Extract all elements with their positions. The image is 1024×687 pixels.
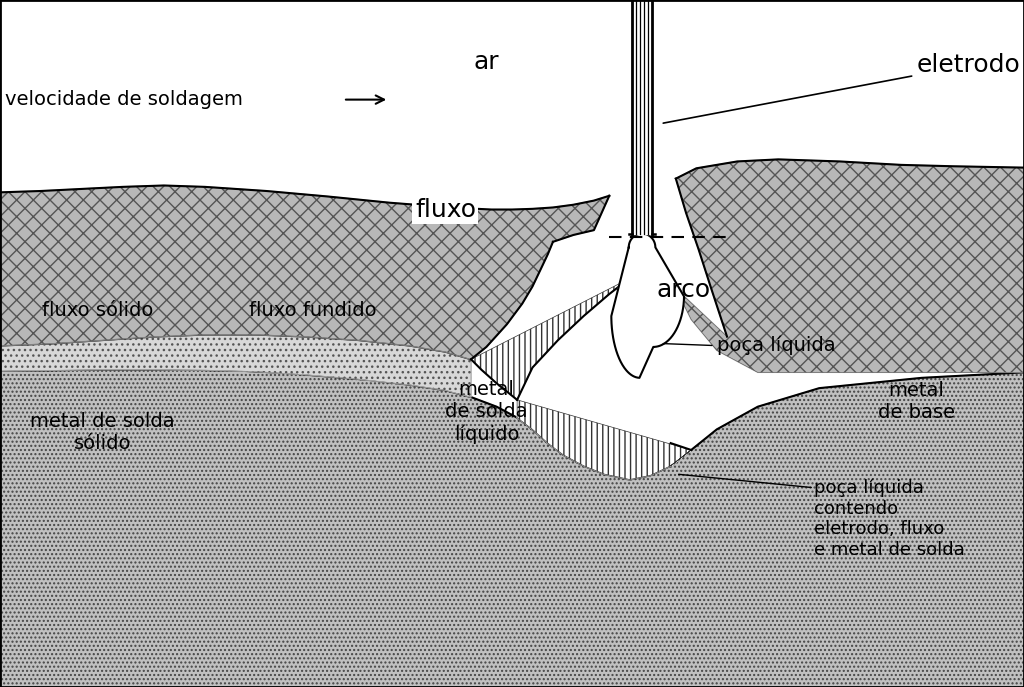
Text: metal
de base: metal de base [878, 381, 955, 423]
Polygon shape [471, 268, 691, 480]
Polygon shape [0, 185, 609, 359]
Polygon shape [611, 234, 684, 378]
Text: metal de solda
sólido: metal de solda sólido [30, 412, 175, 453]
Polygon shape [0, 335, 471, 397]
Text: fluxo: fluxo [415, 198, 476, 221]
Polygon shape [676, 159, 1024, 372]
Text: ar: ar [473, 50, 500, 74]
Text: poça líquida
contendo
eletrodo, fluxo
e metal de solda: poça líquida contendo eletrodo, fluxo e … [814, 478, 965, 559]
Text: metal
de solda
líquido: metal de solda líquido [445, 381, 527, 444]
Text: arco: arco [657, 278, 711, 302]
Text: velocidade de soldagem: velocidade de soldagem [5, 90, 243, 109]
Polygon shape [0, 370, 1024, 687]
Text: fluxo fundido: fluxo fundido [249, 301, 376, 320]
Text: eletrodo: eletrodo [916, 54, 1020, 77]
Text: poça líquida: poça líquida [717, 336, 836, 355]
Text: fluxo sólido: fluxo sólido [42, 301, 153, 320]
